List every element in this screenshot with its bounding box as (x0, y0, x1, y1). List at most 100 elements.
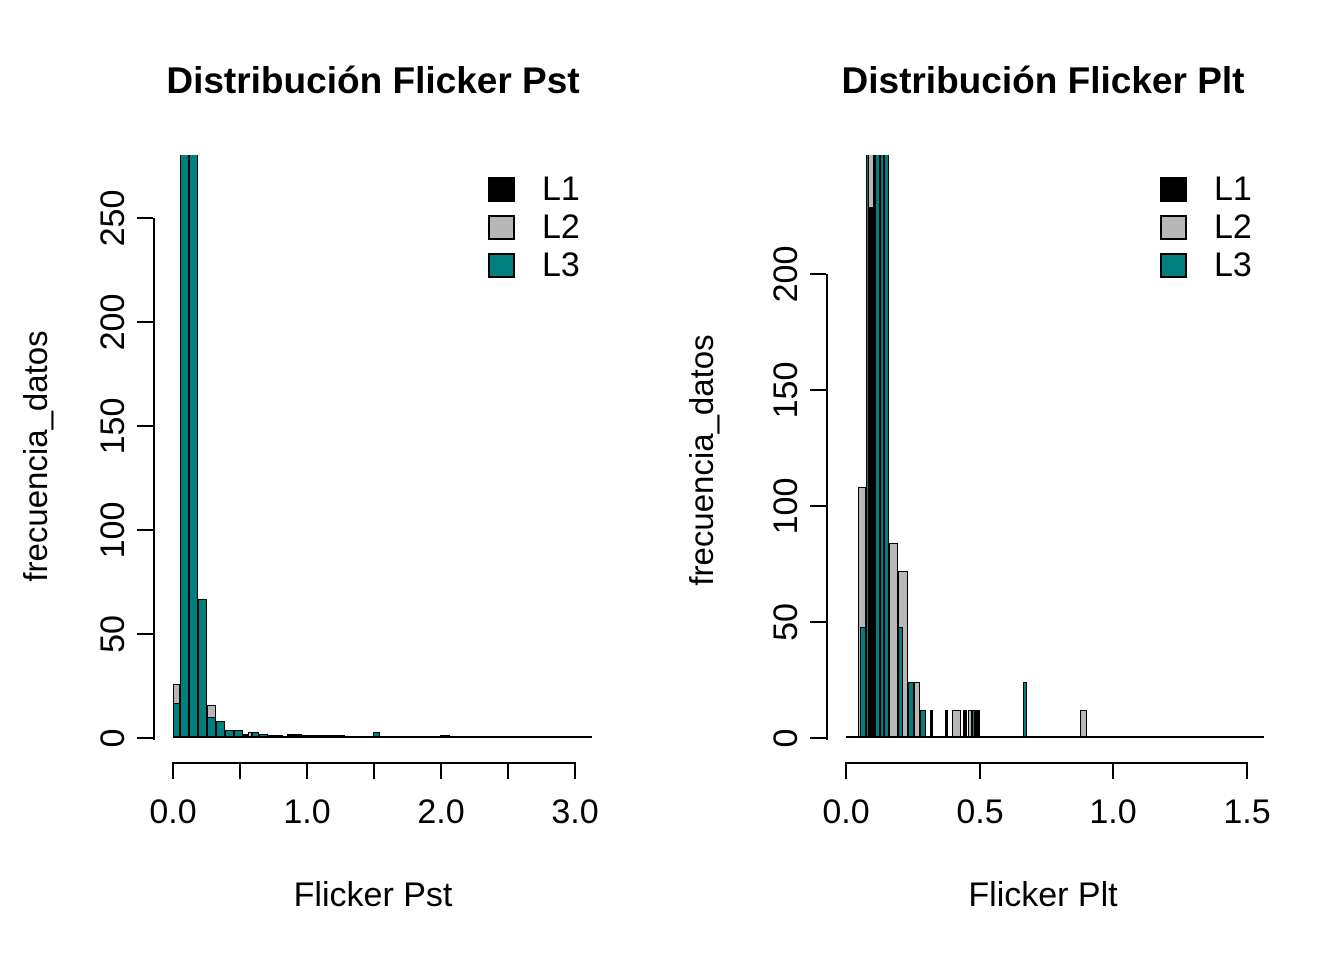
right-y-axis-label: frecuencia_datos (683, 334, 720, 586)
legend-swatch-L2 (1160, 214, 1187, 240)
x-tick-label: 2.0 (417, 793, 465, 831)
legend-label: L2 (1214, 208, 1252, 246)
x-axis-tick (979, 762, 981, 779)
histogram-bar-L3 (875, 155, 880, 738)
histogram-bar-L3 (884, 155, 889, 738)
y-tick-label: 0 (94, 728, 132, 748)
y-tick-label: 50 (94, 615, 132, 653)
legend-row-L2: L2 (488, 208, 580, 246)
histogram-bar-L2 (968, 710, 972, 738)
legend-row-L1: L1 (1160, 170, 1252, 208)
y-axis-tick (137, 321, 153, 323)
histogram-bar-L3 (216, 721, 225, 738)
x-tick-label: 0.0 (149, 793, 197, 831)
y-axis-tick (137, 425, 153, 427)
x-axis-tick (845, 762, 847, 779)
legend-swatch-L3 (1160, 252, 1187, 278)
histogram-bar-L3 (234, 730, 243, 738)
histogram-baseline (846, 736, 1265, 738)
y-tick-label: 0 (767, 728, 805, 748)
left-x-axis-label: Flicker Pst (293, 876, 453, 914)
x-tick-label: 1.0 (1089, 793, 1137, 831)
y-tick-label: 200 (767, 245, 805, 303)
legend-swatch-L1 (488, 176, 515, 202)
left-panel-title: Distribución Flicker Pst (166, 60, 580, 101)
legend-swatch-L3 (488, 252, 515, 278)
y-axis-tick (137, 633, 153, 635)
x-tick-label: 1.5 (1223, 793, 1271, 831)
histogram-bar-L3 (373, 732, 380, 738)
y-axis-tick (810, 389, 826, 391)
left-y-axis-label: frecuencia_datos (17, 330, 54, 582)
y-tick-label: 150 (94, 397, 132, 455)
legend-label: L3 (1214, 246, 1252, 284)
y-axis-tick (137, 737, 153, 739)
y-tick-label: 250 (94, 189, 132, 247)
x-axis-tick (373, 762, 375, 779)
legend-row-L3: L3 (488, 246, 580, 284)
y-axis-tick (810, 737, 826, 739)
histogram-bar-L2 (889, 543, 898, 738)
histogram-bar-L1 (945, 710, 948, 738)
x-tick-label: 1.0 (283, 793, 331, 831)
histogram-bar-L1 (930, 710, 933, 738)
y-axis-tick (810, 621, 826, 623)
histogram-bar-L3 (1023, 682, 1027, 738)
histogram-bar-L2 (952, 710, 961, 738)
x-axis-line (845, 762, 1248, 764)
right-legend: L1 L2 L3 (1160, 170, 1252, 284)
right-x-axis-label: Flicker Plt (968, 876, 1118, 914)
y-axis-line (153, 218, 155, 740)
x-axis-tick (574, 762, 576, 779)
y-axis-tick (137, 217, 153, 219)
y-tick-label: 150 (767, 361, 805, 419)
x-axis-tick (507, 762, 509, 779)
right-panel-title: Distribución Flicker Plt (841, 60, 1245, 101)
legend-row-L2: L2 (1160, 208, 1252, 246)
histogram-bar-L1 (963, 710, 967, 738)
histogram-bar-L2 (1080, 710, 1087, 738)
legend-row-L1: L1 (488, 170, 580, 208)
legend-label: L2 (542, 208, 580, 246)
y-tick-label: 100 (94, 501, 132, 559)
x-axis-tick (306, 762, 308, 779)
histogram-bar-L2 (914, 682, 920, 738)
histogram-bar-L1 (975, 710, 980, 738)
histogram-bar-L3 (207, 717, 216, 738)
y-axis-line (826, 274, 828, 740)
x-axis-tick (440, 762, 442, 779)
x-axis-tick (1112, 762, 1114, 779)
y-axis-tick (137, 529, 153, 531)
histogram-bar-L2 (858, 487, 866, 738)
histogram-bar-L3 (920, 710, 926, 738)
x-tick-label: 0.0 (822, 793, 870, 831)
histogram-bar-L3 (173, 703, 180, 738)
histogram-bar-L3 (180, 155, 189, 738)
histogram-bar-L1 (869, 207, 873, 738)
histogram-bar-L3 (225, 730, 234, 738)
legend-label: L1 (1214, 170, 1252, 208)
x-axis-tick (1246, 762, 1248, 779)
x-axis-tick (239, 762, 241, 779)
y-tick-label: 50 (767, 603, 805, 641)
legend-label: L1 (542, 170, 580, 208)
histogram-bar-L3 (189, 155, 198, 738)
legend-row-L3: L3 (1160, 246, 1252, 284)
histogram-bar-L3 (908, 682, 914, 738)
legend-label: L3 (542, 246, 580, 284)
legend-swatch-L2 (488, 214, 515, 240)
x-axis-tick (172, 762, 174, 779)
y-axis-tick (810, 273, 826, 275)
histogram-bar-L3 (860, 627, 866, 738)
histogram-bar-L3 (898, 627, 903, 738)
legend-swatch-L1 (1160, 176, 1187, 202)
left-legend: L1 L2 L3 (488, 170, 580, 284)
x-tick-label: 3.0 (551, 793, 599, 831)
histogram-bar-L2 (248, 732, 252, 738)
histogram-bar-L3 (198, 599, 207, 738)
y-tick-label: 200 (94, 293, 132, 351)
histogram-bar-L3 (880, 155, 884, 738)
histogram-bar-L3 (252, 732, 259, 738)
x-tick-label: 0.5 (956, 793, 1004, 831)
